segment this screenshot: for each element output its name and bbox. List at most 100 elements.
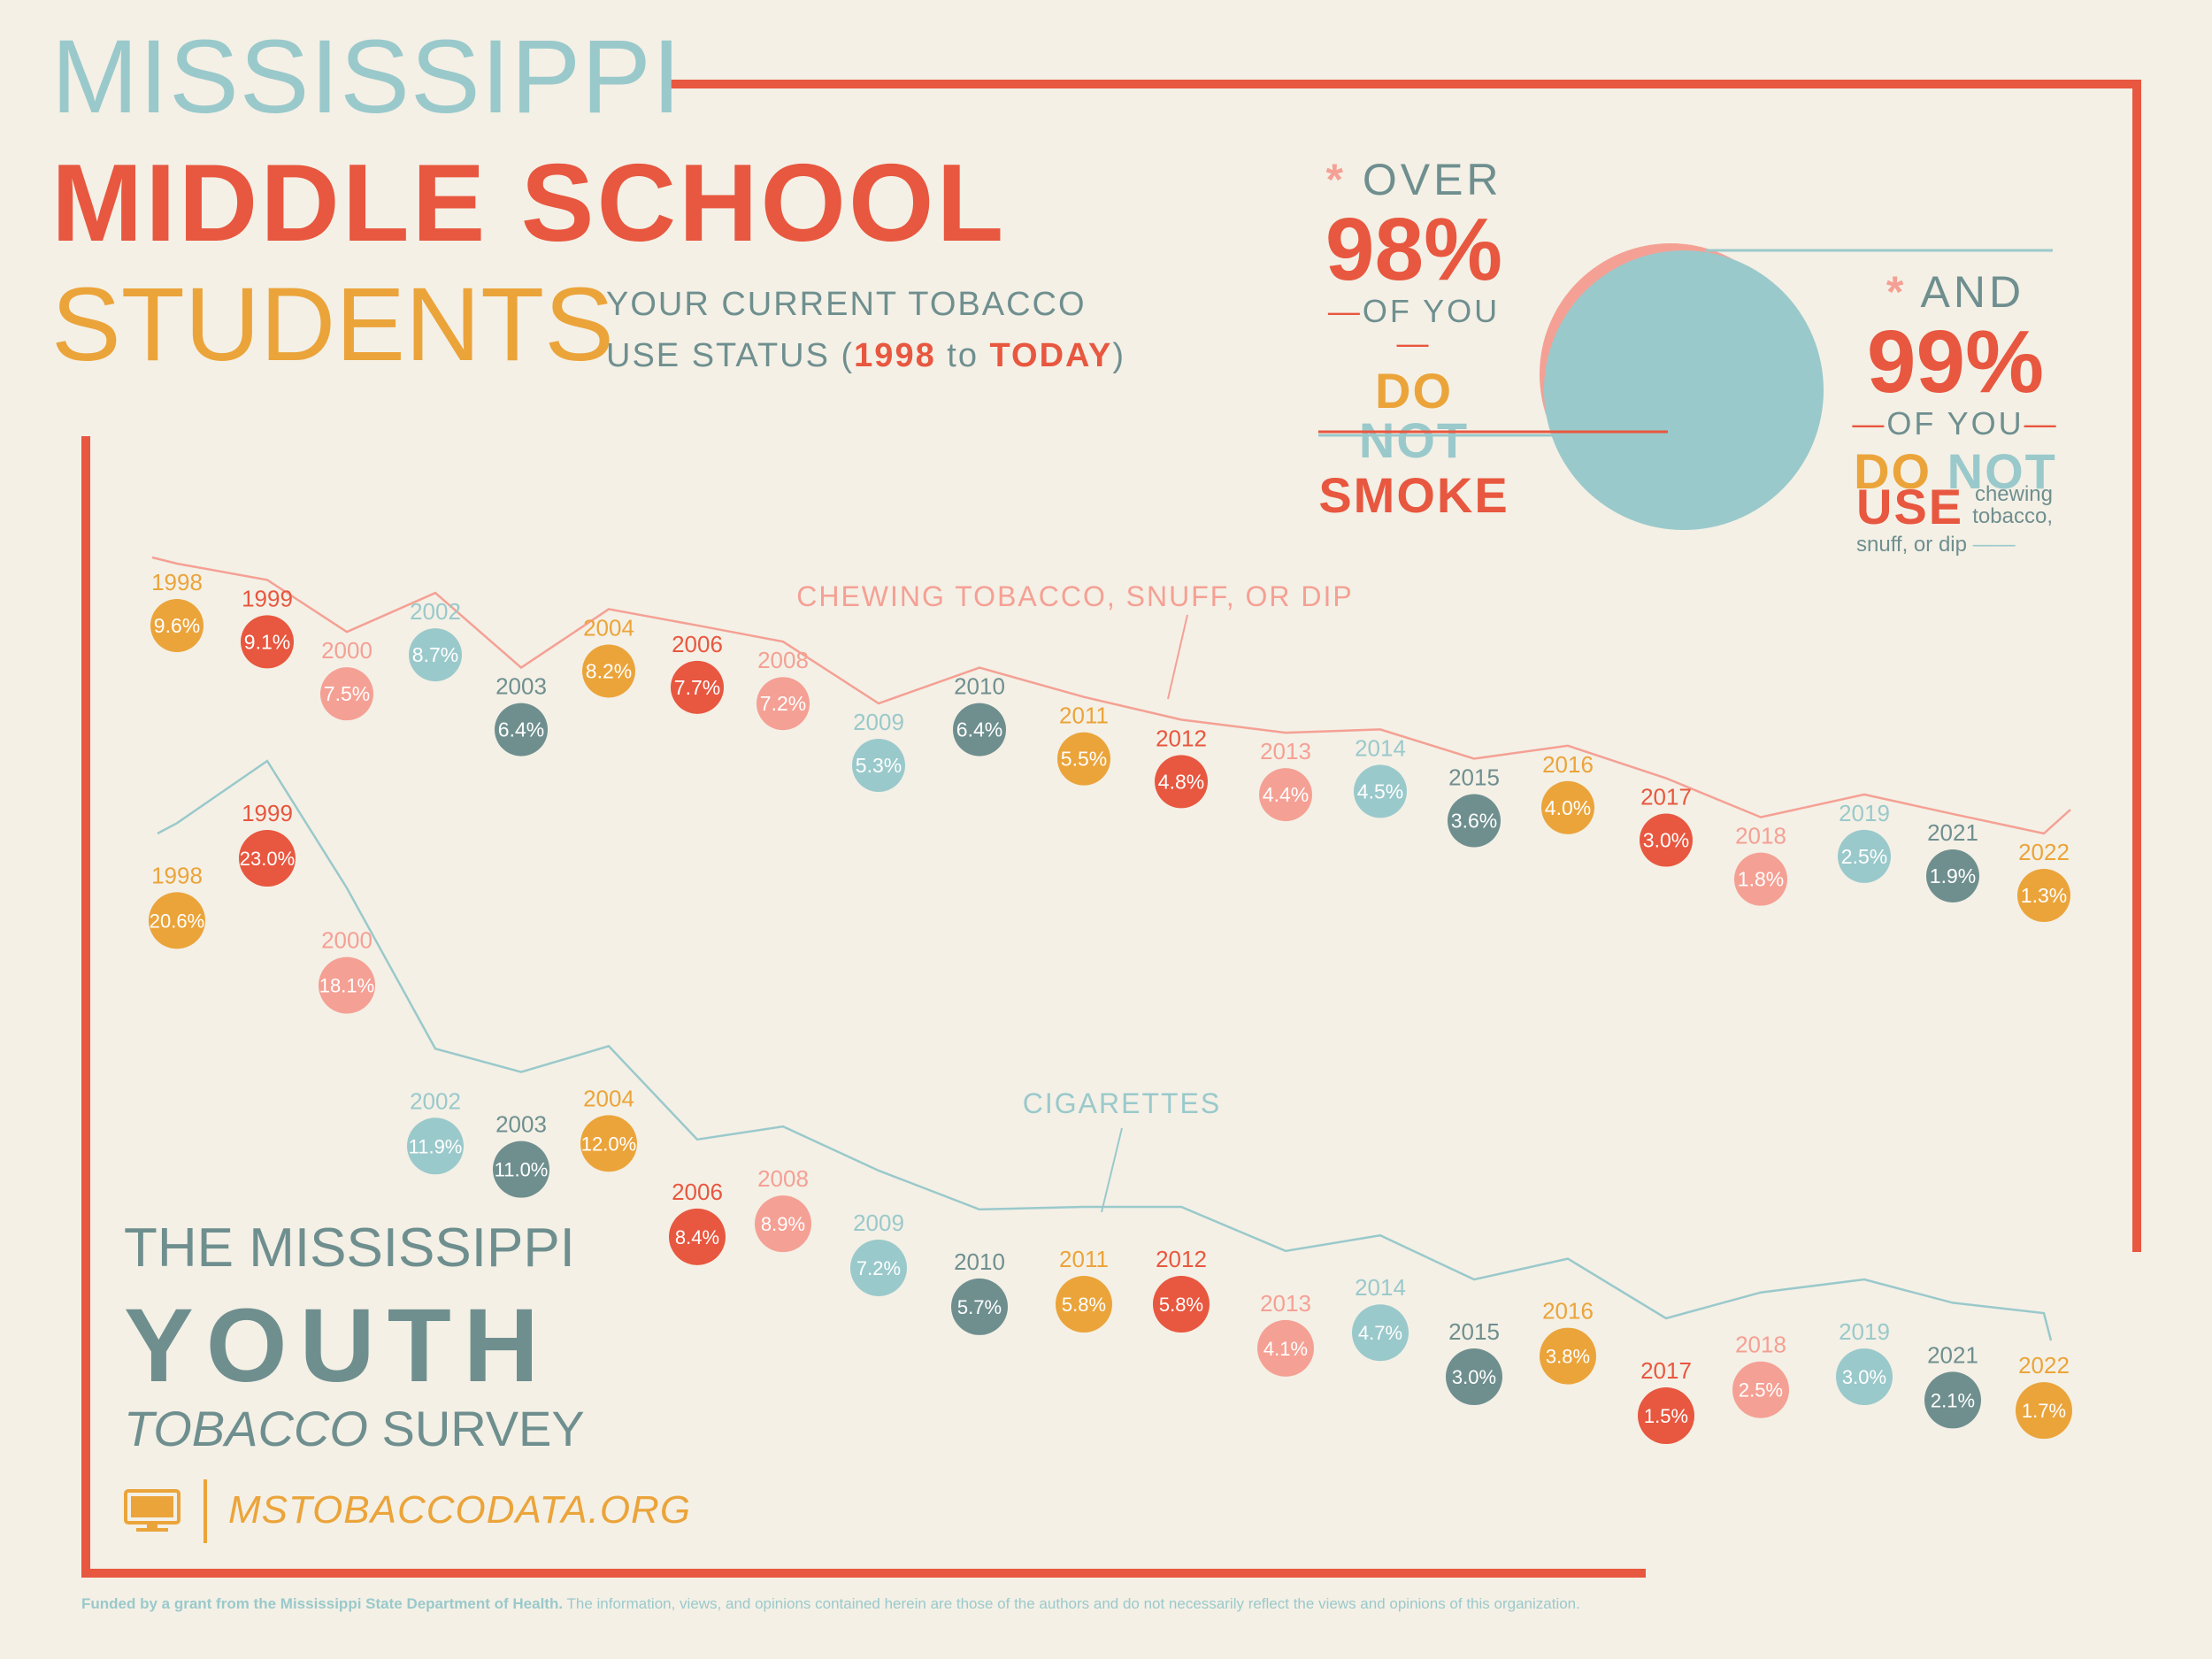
website-link[interactable]: MSTOBACCODATA.ORG [228, 1488, 692, 1532]
stat-chew-detail-2: tobacco, [1972, 504, 2053, 528]
frame-right [2132, 80, 2141, 1252]
cig-value-label: 5.8% [1159, 1294, 1203, 1316]
cig-data-point [1153, 1276, 1210, 1333]
cig-value-label: 23.0% [240, 848, 295, 870]
chew-value-label: 1.3% [2021, 884, 2067, 907]
pie-chew-circle [1544, 250, 1824, 530]
stat-smoke-not: NOT [1358, 412, 1470, 468]
chew-year-label: 2021 [1927, 819, 1978, 846]
chew-year-label: 2015 [1448, 764, 1500, 790]
cig-value-label: 11.9% [409, 1135, 463, 1157]
chew-year-label: 2019 [1839, 800, 1890, 826]
chew-year-label: 2017 [1640, 784, 1692, 810]
cig-value-label: 3.0% [1842, 1366, 1886, 1388]
cig-year-label: 2022 [2018, 1352, 2070, 1379]
cig-year-label: 2004 [583, 1085, 634, 1111]
chew-data-point [582, 644, 635, 698]
cig-year-label: 2010 [954, 1248, 1005, 1275]
chew-year-label: 2016 [1542, 751, 1594, 778]
cig-trend-line [157, 759, 2053, 1341]
cig-data-point [1056, 1276, 1112, 1333]
chew-year-label: 2000 [321, 637, 373, 664]
chew-value-label: 3.6% [1451, 809, 1497, 832]
chew-data-point [1926, 849, 1979, 902]
chew-data-point [1448, 794, 1501, 848]
stat-chew-detail-3: snuff, or dip —— [1856, 533, 2016, 557]
cig-data-point [407, 1118, 464, 1175]
cig-value-label: 2.1% [1931, 1389, 1975, 1411]
title-line-middle-school: MIDDLE SCHOOL [51, 142, 1007, 265]
chew-year-label: 2004 [583, 614, 634, 641]
footer-note: Funded by a grant from the Mississippi S… [81, 1595, 1580, 1612]
cig-year-label: 2013 [1260, 1290, 1311, 1317]
cig-data-point [850, 1239, 907, 1296]
cig-value-label: 3.0% [1452, 1366, 1496, 1388]
stat-smoke: * OVER 98% —OF YOU— DO NOT SMOKE [1317, 157, 1511, 520]
stat-chew-detail: chewing tobacco, [1962, 483, 2053, 527]
chew-value-label: 7.7% [674, 676, 720, 699]
chew-data-point [1354, 764, 1407, 818]
stat-chew-action: USE [1856, 479, 1964, 534]
cig-data-point [1732, 1361, 1789, 1418]
cig-year-label: 2008 [757, 1165, 809, 1192]
chew-data-point [495, 703, 548, 757]
frame-left [81, 436, 90, 1576]
stat-chew-pct: 99% [1866, 312, 2045, 411]
cig-year-label: 2016 [1542, 1298, 1594, 1325]
cig-value-label: 4.1% [1263, 1338, 1308, 1360]
subtitle-line-2: USE STATUS (1998 to TODAY) [606, 337, 1126, 374]
stat-smoke-do: DO [1375, 363, 1453, 419]
chew-year-label: 2012 [1156, 725, 1207, 751]
chew-year-label: 2011 [1059, 703, 1109, 729]
chew-value-label: 5.5% [1061, 748, 1107, 771]
chew-data-point [1734, 852, 1787, 906]
stat-smoke-of-you: OF YOU [1362, 293, 1501, 329]
cig-data-point [580, 1115, 637, 1172]
cig-data-point [1540, 1327, 1596, 1385]
cig-year-label: 2019 [1839, 1318, 1890, 1345]
chew-year-label: 2009 [853, 709, 904, 735]
chew-year-label: 2022 [2018, 839, 2070, 865]
chew-value-label: 2.5% [1841, 845, 1887, 868]
chew-year-label: 2002 [410, 598, 461, 625]
cig-year-label: 2003 [495, 1111, 547, 1138]
stat-chew-and: AND [1920, 267, 2025, 317]
chew-value-label: 8.7% [412, 643, 458, 666]
survey-title-youth: YOUTH [124, 1287, 551, 1404]
chew-data-point [150, 599, 204, 652]
cig-data-point [319, 956, 375, 1014]
cig-year-label: 2015 [1448, 1318, 1500, 1345]
survey-title-line-1: THE MISSISSIPPI [124, 1217, 575, 1279]
chew-data-point [1057, 732, 1110, 786]
cig-value-label: 3.8% [1546, 1346, 1590, 1368]
chew-data-point [320, 667, 373, 721]
chew-value-label: 9.6% [154, 614, 200, 637]
chew-trend-line [151, 556, 2071, 835]
cig-value-label: 5.7% [957, 1296, 1002, 1318]
stat-chew-of-you: OF YOU [1886, 405, 2024, 442]
chew-data-point [757, 677, 810, 731]
cig-value-label: 4.7% [1358, 1322, 1402, 1344]
subtitle-end: TODAY [989, 337, 1113, 374]
cig-data-point [669, 1208, 726, 1265]
cig-year-label: 2018 [1735, 1332, 1786, 1358]
subtitle-line-1: YOUR CURRENT TOBACCO [606, 286, 1087, 323]
cig-value-label: 11.0% [495, 1159, 549, 1181]
chew-data-point [1541, 780, 1594, 834]
cig-data-point [1836, 1348, 1893, 1406]
chew-data-point [241, 615, 294, 669]
cig-year-label: 2006 [672, 1179, 723, 1205]
stat-smoke-over: OVER [1362, 155, 1502, 204]
title-line-mississippi: MISSISSIPPI [51, 19, 682, 135]
cig-value-label: 12.0% [581, 1133, 636, 1155]
cig-value-label: 1.7% [2022, 1400, 2066, 1422]
chew-value-label: 6.4% [956, 718, 1002, 741]
stat-chew-do: DO [1854, 443, 1932, 499]
chew-value-label: 9.1% [244, 630, 290, 653]
chew-year-label: 2018 [1735, 823, 1786, 849]
cig-value-label: 8.9% [761, 1213, 805, 1235]
chew-data-point [1838, 829, 1891, 883]
chew-data-point [671, 660, 724, 714]
title-line-students: STUDENTS [51, 266, 614, 383]
cig-data-point [1352, 1304, 1409, 1362]
